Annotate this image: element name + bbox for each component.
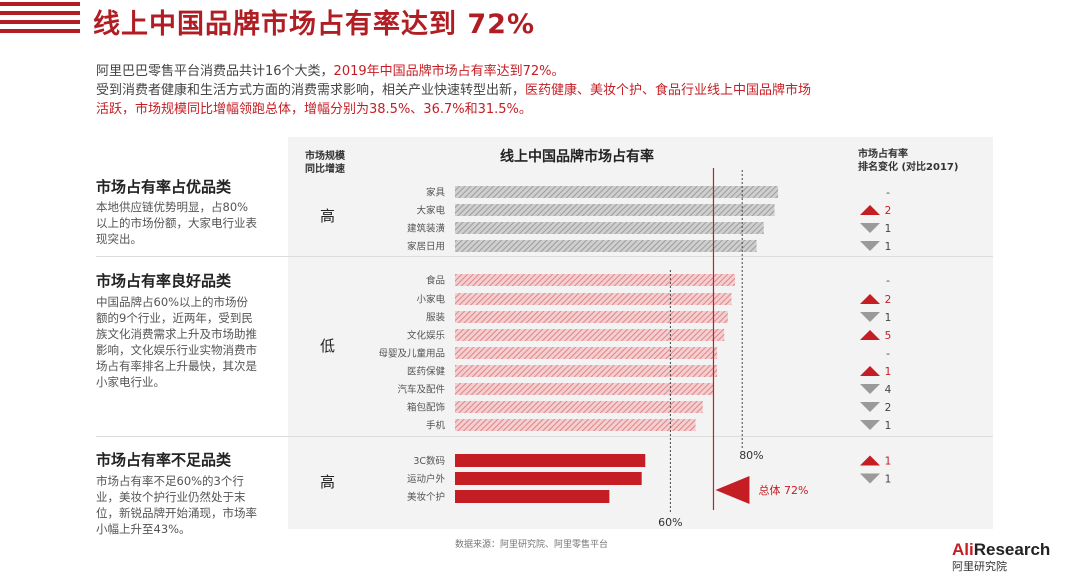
rank-change-label: 2 <box>885 294 892 306</box>
bar <box>455 329 725 341</box>
category-label: 小家电 <box>416 294 445 306</box>
speed-header-line2: 同比增速 <box>305 164 345 175</box>
group-desc-good: 中国品牌占60%以上的市场份额的9个行业，近两年，受到民族文化消费需求上升及市场… <box>96 295 257 389</box>
bar <box>455 222 764 234</box>
bar <box>455 274 736 286</box>
speed-column-header: 市场规模 同比增速 <box>305 150 345 176</box>
category-label: 运动户外 <box>407 473 446 485</box>
bar <box>455 311 728 323</box>
category-label: 3C数码 <box>413 455 445 467</box>
rank-change-label: 4 <box>885 384 892 396</box>
logo-ali-text: Ali <box>952 540 974 559</box>
rank-down-triangle-icon <box>860 420 880 430</box>
rank-change-label: 1 <box>885 474 892 486</box>
logo-subtitle: 阿里研究院 <box>952 560 1007 573</box>
data-source-note: 数据来源：阿里研究院、阿里零售平台 <box>455 540 609 550</box>
category-label: 食品 <box>426 275 445 287</box>
rank-change-label: 2 <box>885 402 892 414</box>
rank-down-triangle-icon <box>860 402 880 412</box>
group-separator <box>96 436 993 437</box>
rank-change-label: 1 <box>885 366 892 378</box>
rank-change-label: 1 <box>885 420 892 432</box>
bar <box>455 347 718 359</box>
rank-header-line1: 市场占有率 <box>858 149 908 160</box>
bar <box>455 365 718 377</box>
category-label: 家居日用 <box>407 241 445 253</box>
intro-line1-highlight: 2019年中国品牌市场占有率达到72%。 <box>333 64 565 79</box>
rank-down-triangle-icon <box>860 384 880 394</box>
logo-research-text: Research <box>973 540 1051 559</box>
category-label: 美妆个护 <box>407 491 445 503</box>
bar <box>455 383 714 395</box>
group-separator <box>96 256 993 257</box>
reference-label-60: 60% <box>658 516 682 529</box>
bar <box>455 293 732 305</box>
speed-value-weak: 高 <box>320 473 336 491</box>
group-desc-weak: 市场占有率不足60%的3个行业，美妆个护行业仍然处于末位，新锐品牌开始涌现，市场… <box>96 474 257 536</box>
group-desc-dominant: 本地供应链优势明显，占80%以上的市场份额，大家电行业表现突出。 <box>96 200 257 246</box>
rank-change-label: 5 <box>885 330 892 342</box>
speed-value-dominant: 高 <box>320 207 336 225</box>
page-title: 线上中国品牌市场占有率达到 72% <box>93 9 536 40</box>
intro-line2: 受到消费者健康和生活方式方面的消费需求影响，相关产业快速转型出新， <box>96 83 526 98</box>
rank-down-triangle-icon <box>860 312 880 322</box>
group-title-good: 市场占有率良好品类 <box>96 272 232 290</box>
rank-down-triangle-icon <box>860 223 880 233</box>
category-label: 建筑装潢 <box>407 223 446 235</box>
bar <box>455 454 646 467</box>
rank-change-label: 1 <box>885 223 892 235</box>
category-label: 家具 <box>426 187 446 199</box>
category-label: 箱包配饰 <box>407 402 445 414</box>
bar <box>455 490 610 503</box>
category-label: 手机 <box>426 420 446 432</box>
speed-value-good: 低 <box>320 337 336 355</box>
rank-column-header: 市场占有率 排名变化 (对比2017) <box>858 148 958 174</box>
aliresearch-logo: AliResearch 阿里研究院 <box>952 541 1050 575</box>
bar <box>455 401 703 413</box>
rank-up-triangle-icon <box>860 366 880 376</box>
rank-change-label: 1 <box>885 456 892 468</box>
category-label: 母婴及儿童用品 <box>378 348 445 360</box>
intro-line1: 阿里巴巴零售平台消费品共计16个大类， <box>96 64 334 79</box>
category-label: 服装 <box>426 312 446 324</box>
rank-change-label: 2 <box>885 205 892 217</box>
overall-label-72: 总体 72% <box>758 483 808 497</box>
rank-down-triangle-icon <box>860 473 880 484</box>
bar <box>455 240 757 252</box>
rank-change-label: - <box>886 275 890 287</box>
rank-change-label: 1 <box>885 241 892 253</box>
category-label: 医药保健 <box>407 366 446 378</box>
intro-line2-highlight: 医药健康、美妆个护、食品行业线上中国品牌市场 <box>525 83 812 98</box>
rank-change-label: - <box>886 348 890 360</box>
rank-down-triangle-icon <box>860 241 880 251</box>
rank-up-triangle-icon <box>860 205 880 215</box>
overall-marker-arrow <box>715 476 750 504</box>
intro-text: 阿里巴巴零售平台消费品共计16个大类，2019年中国品牌市场占有率达到72%。 … <box>96 62 996 119</box>
category-label: 大家电 <box>416 205 445 217</box>
rank-change-label: 1 <box>885 312 892 324</box>
rank-up-triangle-icon <box>860 455 880 466</box>
chart-title: 线上中国品牌市场占有率 <box>500 149 654 165</box>
category-label: 汽车及配件 <box>397 384 445 396</box>
category-label: 文化娱乐 <box>407 330 446 342</box>
bar <box>455 204 775 216</box>
rank-header-line2: 排名变化 (对比2017) <box>858 162 959 173</box>
rank-up-triangle-icon <box>860 330 880 340</box>
speed-header-line1: 市场规模 <box>305 151 345 162</box>
bar <box>455 419 696 431</box>
group-title-weak: 市场占有率不足品类 <box>96 451 232 469</box>
bar <box>455 472 642 485</box>
rank-change-label: - <box>886 187 890 199</box>
bar <box>455 186 779 198</box>
rank-up-triangle-icon <box>860 294 880 304</box>
intro-line3-highlight: 活跃，市场规模同比增幅领跑总体，增幅分别为38.5%、36.7%和31.5%。 <box>96 102 532 117</box>
header-stripes-decoration <box>0 2 80 38</box>
reference-label-80: 80% <box>739 449 763 462</box>
group-title-dominant: 市场占有率占优品类 <box>96 178 232 196</box>
